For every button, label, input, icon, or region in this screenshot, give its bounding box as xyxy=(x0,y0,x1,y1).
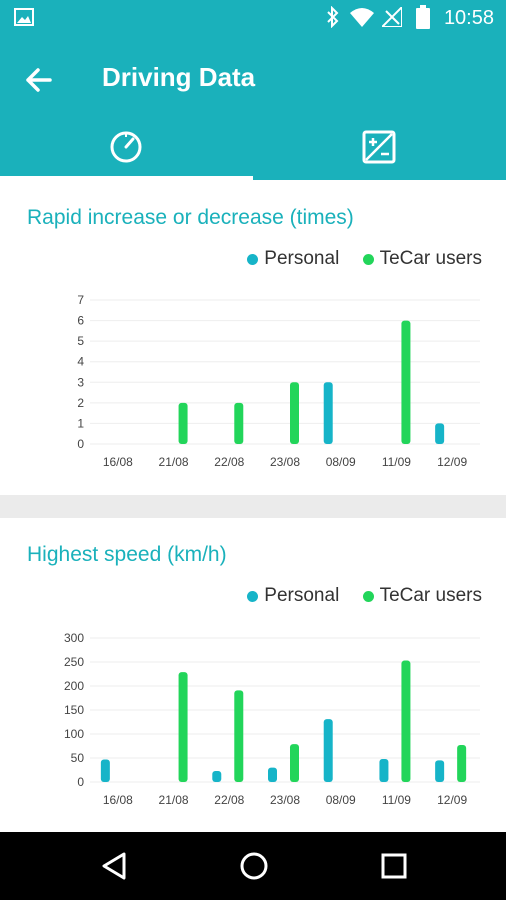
y-tick-label: 150 xyxy=(64,703,84,717)
x-tick-label: 12/09 xyxy=(437,455,467,469)
tab-bar xyxy=(0,116,506,180)
bar-tecar-users[interactable] xyxy=(401,660,411,782)
back-triangle-icon[interactable] xyxy=(92,844,136,888)
wifi-icon xyxy=(350,8,374,27)
x-tick-label: 16/08 xyxy=(103,793,133,807)
x-tick-label: 08/09 xyxy=(326,455,356,469)
y-tick-label: 7 xyxy=(77,293,84,307)
home-circle-icon[interactable] xyxy=(232,844,276,888)
bar-personal[interactable] xyxy=(100,759,110,782)
bluetooth-icon xyxy=(327,6,339,28)
legend-tecar-dot xyxy=(362,253,374,265)
plus-minus-icon xyxy=(362,130,396,164)
bar-tecar-users[interactable] xyxy=(457,745,467,782)
bar-personal[interactable] xyxy=(323,382,333,444)
bar-tecar-users[interactable] xyxy=(234,690,244,782)
x-tick-label: 22/08 xyxy=(214,793,244,807)
x-tick-label: 23/08 xyxy=(270,455,300,469)
x-tick-label: 11/09 xyxy=(382,455,411,469)
x-tick-label: 22/08 xyxy=(214,455,244,469)
bar-tecar-users[interactable] xyxy=(401,320,411,444)
tab-indicator xyxy=(0,176,253,180)
bar-tecar-users[interactable] xyxy=(178,672,188,782)
bar-tecar-users[interactable] xyxy=(290,382,299,444)
legend-personal-dot xyxy=(247,253,259,265)
no-signal-icon xyxy=(382,7,402,27)
speed-chart-legend: Personal TeCar users xyxy=(229,585,482,607)
legend-tecar-label: TeCar users xyxy=(379,248,482,269)
bar-personal[interactable] xyxy=(435,423,445,444)
x-tick-label: 21/08 xyxy=(159,455,189,469)
bar-tecar-users[interactable] xyxy=(178,402,188,444)
x-tick-label: 08/09 xyxy=(326,793,356,807)
y-tick-label: 100 xyxy=(64,727,84,741)
legend-personal-label: Personal xyxy=(264,248,340,269)
speed-card: Highest speed (km/h) Personal TeCar user… xyxy=(0,518,506,832)
bar-personal[interactable] xyxy=(212,770,222,782)
rapid-chart-legend: Personal TeCar users xyxy=(229,248,482,270)
x-tick-label: 11/09 xyxy=(382,793,411,807)
bar-personal[interactable] xyxy=(323,719,333,782)
legend-personal-dot xyxy=(247,590,259,602)
back-arrow-icon[interactable] xyxy=(20,60,60,100)
y-tick-label: 1 xyxy=(77,416,84,430)
y-tick-label: 250 xyxy=(64,655,84,669)
legend-personal-label: Personal xyxy=(264,585,340,606)
y-tick-label: 5 xyxy=(77,334,84,348)
legend-tecar-dot xyxy=(362,590,374,602)
x-tick-label: 16/08 xyxy=(103,455,133,469)
y-tick-label: 50 xyxy=(71,751,85,765)
y-tick-label: 0 xyxy=(77,437,84,451)
y-tick-label: 200 xyxy=(64,679,84,693)
rapid-change-card: Rapid increase or decrease (times) Perso… xyxy=(0,180,506,495)
battery-icon xyxy=(416,5,430,29)
status-time: 10:58 xyxy=(443,7,494,29)
y-tick-label: 6 xyxy=(77,314,84,328)
x-tick-label: 23/08 xyxy=(270,793,300,807)
status-bar: 10:58 xyxy=(0,0,506,34)
bar-tecar-users[interactable] xyxy=(234,402,244,444)
y-tick-label: 300 xyxy=(64,631,84,645)
speedometer-icon xyxy=(110,131,142,163)
rapid-chart: 0 1 2 3 4 5 6 7 16/08 21/08 22/08 23/08 08/09 11/09 12… xyxy=(77,293,480,469)
app-bar: Driving Data xyxy=(0,34,506,116)
tab-speedometer[interactable] xyxy=(0,116,253,180)
y-tick-label: 0 xyxy=(77,775,84,789)
recents-square-icon[interactable] xyxy=(372,844,416,888)
navigation-bar xyxy=(0,832,506,900)
x-tick-label: 12/09 xyxy=(437,793,467,807)
y-tick-label: 2 xyxy=(77,396,84,410)
tab-plus-minus[interactable] xyxy=(253,116,506,180)
bar-personal[interactable] xyxy=(379,758,389,782)
y-tick-label: 4 xyxy=(77,355,84,369)
bar-personal[interactable] xyxy=(435,760,445,782)
speed-chart: 0 50 100 150 200 250 300 16/08 21/08 22/08 23/08 08… xyxy=(64,631,480,807)
bar-tecar-users[interactable] xyxy=(290,744,299,782)
page-title: Driving Data xyxy=(102,62,256,92)
bar-personal[interactable] xyxy=(268,767,277,782)
speed-chart-title: Highest speed (km/h) xyxy=(27,543,227,566)
x-tick-label: 21/08 xyxy=(159,793,189,807)
legend-tecar-label: TeCar users xyxy=(379,585,482,606)
rapid-chart-title: Rapid increase or decrease (times) xyxy=(27,206,354,229)
y-tick-label: 3 xyxy=(77,375,84,389)
image-notification-icon xyxy=(14,8,34,26)
